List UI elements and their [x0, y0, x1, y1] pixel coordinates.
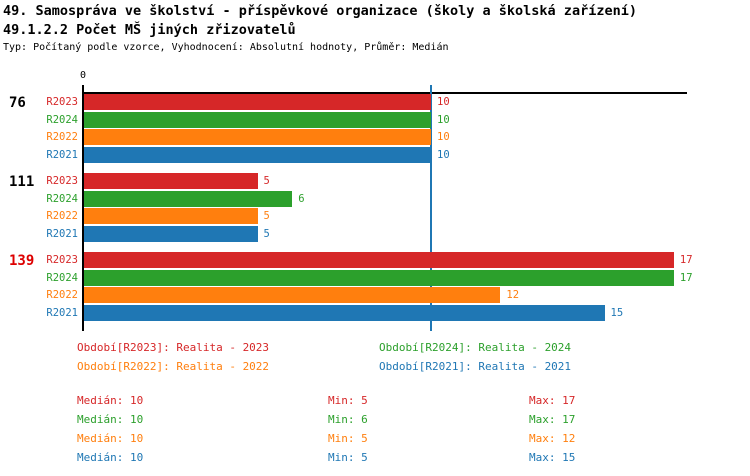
bar-value-label: 10 — [437, 113, 450, 126]
bar — [84, 225, 258, 242]
bar-row: R2023 10 — [0, 94, 750, 112]
series-label: R2024 — [46, 113, 78, 126]
legend-item-r2021: Období[R2021]: Realita - 2021 — [379, 360, 572, 373]
bar-row: R2024 10 — [0, 111, 750, 130]
stat-median: Medián: 10 — [77, 451, 144, 464]
stat-min: Min: 5 — [328, 394, 368, 407]
stat-median: Medián: 10 — [77, 432, 144, 445]
bar-row: R2024 17 — [0, 269, 750, 288]
series-label: R2022 — [46, 131, 78, 143]
bar-row: R2023 17 — [0, 252, 750, 270]
group-label: 76 — [9, 95, 26, 111]
report-subtitle: 49.1.2.2 Počet MŠ jiných zřizovatelů — [3, 22, 296, 38]
bar — [84, 304, 605, 321]
stats-row-r2024: Medián: 10 Min: 6 Max: 17 — [0, 413, 750, 427]
y-axis-line — [82, 85, 84, 331]
bar-group: 76 R2023 10 R2024 10 R2022 10 R2021 10 — [0, 94, 750, 164]
bar-value-label: 10 — [437, 96, 450, 108]
stat-max: Max: 15 — [529, 451, 576, 464]
legend: Období[R2023]: Realita - 2023 Období[R20… — [0, 341, 750, 375]
stat-min: Min: 5 — [328, 432, 368, 445]
stats-row-r2022: Medián: 10 Min: 5 Max: 12 — [0, 432, 750, 446]
bar-value-label: 17 — [679, 271, 693, 284]
report-title: 49. Samospráva ve školství - příspěvkové… — [3, 3, 637, 19]
bar-row: R2023 5 — [0, 173, 750, 191]
bar-groups: 76 R2023 10 R2024 10 R2022 10 R2021 10 111 R2023 5 R… — [0, 94, 750, 331]
bar-row: R2022 12 — [0, 287, 750, 305]
bar-value-label: 5 — [263, 227, 270, 240]
bar-value-label: 5 — [263, 210, 270, 222]
bar — [84, 129, 431, 145]
stats-panel: Medián: 10 Min: 5 Max: 17 Medián: 10 Min… — [0, 394, 750, 474]
bar — [84, 190, 293, 207]
bar-row: R2021 5 — [0, 225, 750, 244]
bar — [84, 94, 431, 110]
series-label: R2023 — [46, 254, 78, 266]
stat-max: Max: 12 — [529, 432, 576, 445]
series-label: R2021 — [46, 227, 78, 240]
legend-item-r2024: Období[R2024]: Realita - 2024 — [379, 341, 572, 354]
stat-max: Max: 17 — [529, 413, 576, 426]
bar-value-label: 10 — [437, 131, 450, 143]
bar-row: R2022 5 — [0, 208, 750, 226]
series-label: R2024 — [46, 271, 78, 284]
bar-group: 139 R2023 17 R2024 17 R2022 12 R2021 15 — [0, 252, 750, 322]
bar-row: R2021 10 — [0, 146, 750, 165]
stat-min: Min: 5 — [328, 451, 368, 464]
bar-group: 111 R2023 5 R2024 6 R2022 5 R2021 5 — [0, 173, 750, 243]
series-label: R2024 — [46, 192, 78, 205]
series-label: R2021 — [46, 306, 78, 319]
legend-item-r2022: Období[R2022]: Realita - 2022 — [77, 360, 270, 373]
bar-row: R2024 6 — [0, 190, 750, 209]
bar — [84, 208, 258, 224]
bar-value-label: 5 — [263, 175, 270, 187]
bar — [84, 252, 674, 268]
stat-max: Max: 17 — [529, 394, 576, 407]
bar-value-label: 10 — [437, 148, 450, 161]
bar-chart: 0 76 R2023 10 R2024 10 R2022 10 R2021 10 111 R2023… — [0, 65, 750, 335]
bar-value-label: 12 — [506, 289, 520, 301]
bar-row: R2022 10 — [0, 129, 750, 147]
x-axis-line — [82, 92, 687, 94]
legend-item-r2023: Období[R2023]: Realita - 2023 — [77, 341, 270, 354]
series-label: R2021 — [46, 148, 78, 161]
group-label: 139 — [9, 253, 35, 269]
stat-median: Medián: 10 — [77, 413, 144, 426]
series-label: R2022 — [46, 210, 78, 222]
bar-value-label: 17 — [679, 254, 693, 266]
bar — [84, 111, 431, 128]
bar — [84, 173, 258, 189]
stat-min: Min: 6 — [328, 413, 368, 426]
bar — [84, 146, 431, 163]
x-axis-zero-label: 0 — [79, 70, 87, 81]
bar-value-label: 15 — [610, 306, 624, 319]
bar-value-label: 6 — [298, 192, 305, 205]
median-reference-line — [430, 85, 432, 331]
series-label: R2022 — [46, 289, 78, 301]
stats-row-r2021: Medián: 10 Min: 5 Max: 15 — [0, 451, 750, 465]
stat-median: Medián: 10 — [77, 394, 144, 407]
bar — [84, 287, 501, 303]
report-meta-line: Typ: Počítaný podle vzorce, Vyhodnocení:… — [3, 42, 449, 53]
series-label: R2023 — [46, 96, 78, 108]
stats-row-r2023: Medián: 10 Min: 5 Max: 17 — [0, 394, 750, 408]
group-label: 111 — [9, 174, 35, 190]
series-label: R2023 — [46, 175, 78, 187]
bar-row: R2021 15 — [0, 304, 750, 323]
bar — [84, 269, 674, 286]
